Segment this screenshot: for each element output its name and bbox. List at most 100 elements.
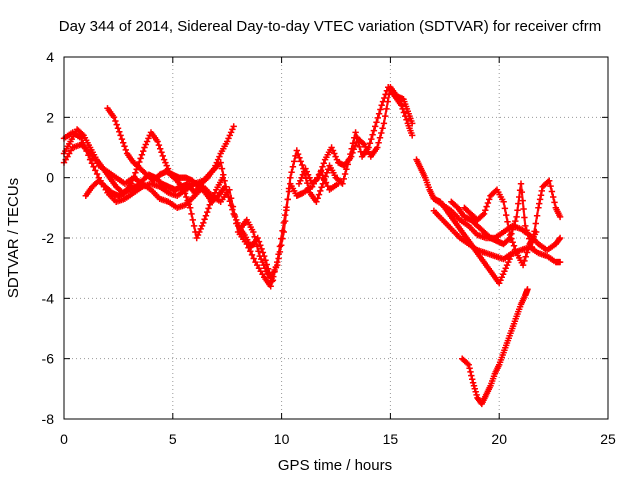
data-point-marker — [500, 198, 507, 205]
data-point-marker — [112, 117, 119, 125]
data-point-marker — [219, 174, 226, 181]
y-tick-label: 4 — [46, 49, 54, 65]
data-point-marker — [546, 177, 553, 184]
data-point-marker — [343, 166, 350, 173]
data-point-marker — [503, 261, 511, 269]
data-point-marker — [118, 135, 126, 143]
data-point-marker — [211, 189, 219, 196]
data-point-marker — [373, 119, 380, 126]
data-point-marker — [374, 114, 381, 122]
data-point-marker — [294, 150, 302, 158]
data-point-marker — [85, 152, 92, 159]
data-point-marker — [285, 185, 293, 192]
data-point-marker — [319, 180, 327, 187]
data-point-marker — [230, 210, 237, 218]
data-point-marker — [479, 211, 486, 219]
y-tick-label: -6 — [42, 351, 55, 367]
data-markers — [60, 84, 564, 408]
data-point-marker — [110, 114, 118, 121]
data-point-marker — [378, 102, 385, 109]
series-5 — [104, 105, 229, 205]
series-7 — [295, 84, 416, 187]
data-point-marker — [117, 132, 124, 139]
data-point-marker — [556, 213, 564, 221]
data-point-marker — [264, 265, 272, 272]
y-axis-label: SDTVAR / TECUs — [5, 178, 22, 298]
data-point-marker — [339, 180, 346, 187]
data-point-marker — [525, 245, 532, 252]
data-point-marker — [143, 138, 151, 145]
data-point-marker — [189, 216, 196, 224]
data-point-marker — [509, 226, 516, 233]
data-point-marker — [216, 153, 223, 160]
data-point-marker — [262, 257, 269, 264]
data-point-marker — [86, 156, 94, 163]
data-point-marker — [267, 283, 274, 290]
data-point-marker — [323, 169, 331, 176]
data-point-marker — [296, 154, 303, 161]
data-point-marker — [197, 225, 204, 233]
data-point-marker — [333, 156, 341, 163]
data-point-marker — [513, 213, 520, 221]
data-point-marker — [92, 167, 99, 174]
data-point-marker — [466, 365, 473, 372]
data-point-marker — [185, 201, 193, 208]
data-point-marker — [324, 182, 331, 190]
x-tick-label: 10 — [274, 431, 290, 447]
data-point-marker — [522, 222, 529, 230]
data-point-marker — [114, 125, 122, 132]
data-point-marker — [480, 210, 488, 218]
data-point-marker — [464, 360, 471, 367]
data-point-marker — [263, 261, 270, 268]
data-point-marker — [506, 231, 514, 239]
data-point-marker — [348, 153, 355, 160]
data-point-marker — [321, 176, 328, 184]
data-point-marker — [467, 368, 474, 376]
axis-ticks: 0 5 10 15 20 25 -8 -6 -4 -2 0 2 4 — [42, 49, 616, 447]
data-point-marker — [187, 204, 194, 211]
data-point-marker — [132, 169, 139, 176]
data-point-marker — [381, 94, 388, 102]
data-point-marker — [255, 238, 263, 245]
data-point-marker — [351, 142, 359, 149]
data-point-marker — [368, 135, 375, 143]
data-point-marker — [338, 179, 345, 186]
data-point-marker — [201, 216, 208, 223]
data-point-marker — [535, 204, 542, 211]
data-point-marker — [90, 163, 97, 170]
data-point-marker — [224, 138, 231, 145]
data-point-marker — [314, 175, 321, 183]
data-point-marker — [524, 286, 531, 293]
series-12 — [461, 186, 540, 269]
data-point-marker — [533, 212, 541, 219]
y-tick-label: -8 — [42, 411, 55, 427]
data-point-marker — [163, 162, 170, 169]
data-point-marker — [517, 180, 525, 187]
data-point-marker — [524, 231, 532, 238]
data-point-marker — [369, 131, 376, 138]
data-point-marker — [319, 163, 326, 170]
data-point-marker — [257, 242, 264, 249]
data-point-marker — [280, 228, 287, 236]
y-tick-label: 0 — [46, 170, 54, 186]
data-point-marker — [378, 129, 385, 137]
data-point-marker — [145, 135, 152, 142]
data-point-marker — [287, 174, 294, 181]
data-point-marker — [556, 236, 563, 243]
data-point-marker — [250, 255, 257, 262]
data-point-marker — [121, 143, 128, 150]
data-point-marker — [331, 150, 338, 157]
data-point-marker — [510, 242, 518, 249]
data-point-marker — [536, 196, 544, 203]
data-point-marker — [303, 168, 310, 175]
data-point-marker — [160, 156, 168, 163]
data-point-marker — [83, 147, 90, 155]
data-point-marker — [157, 145, 164, 152]
data-point-marker — [158, 149, 165, 156]
data-point-marker — [180, 186, 187, 193]
data-point-marker — [523, 249, 531, 256]
data-point-marker — [162, 159, 169, 166]
data-point-marker — [224, 189, 231, 196]
data-point-marker — [188, 210, 195, 218]
